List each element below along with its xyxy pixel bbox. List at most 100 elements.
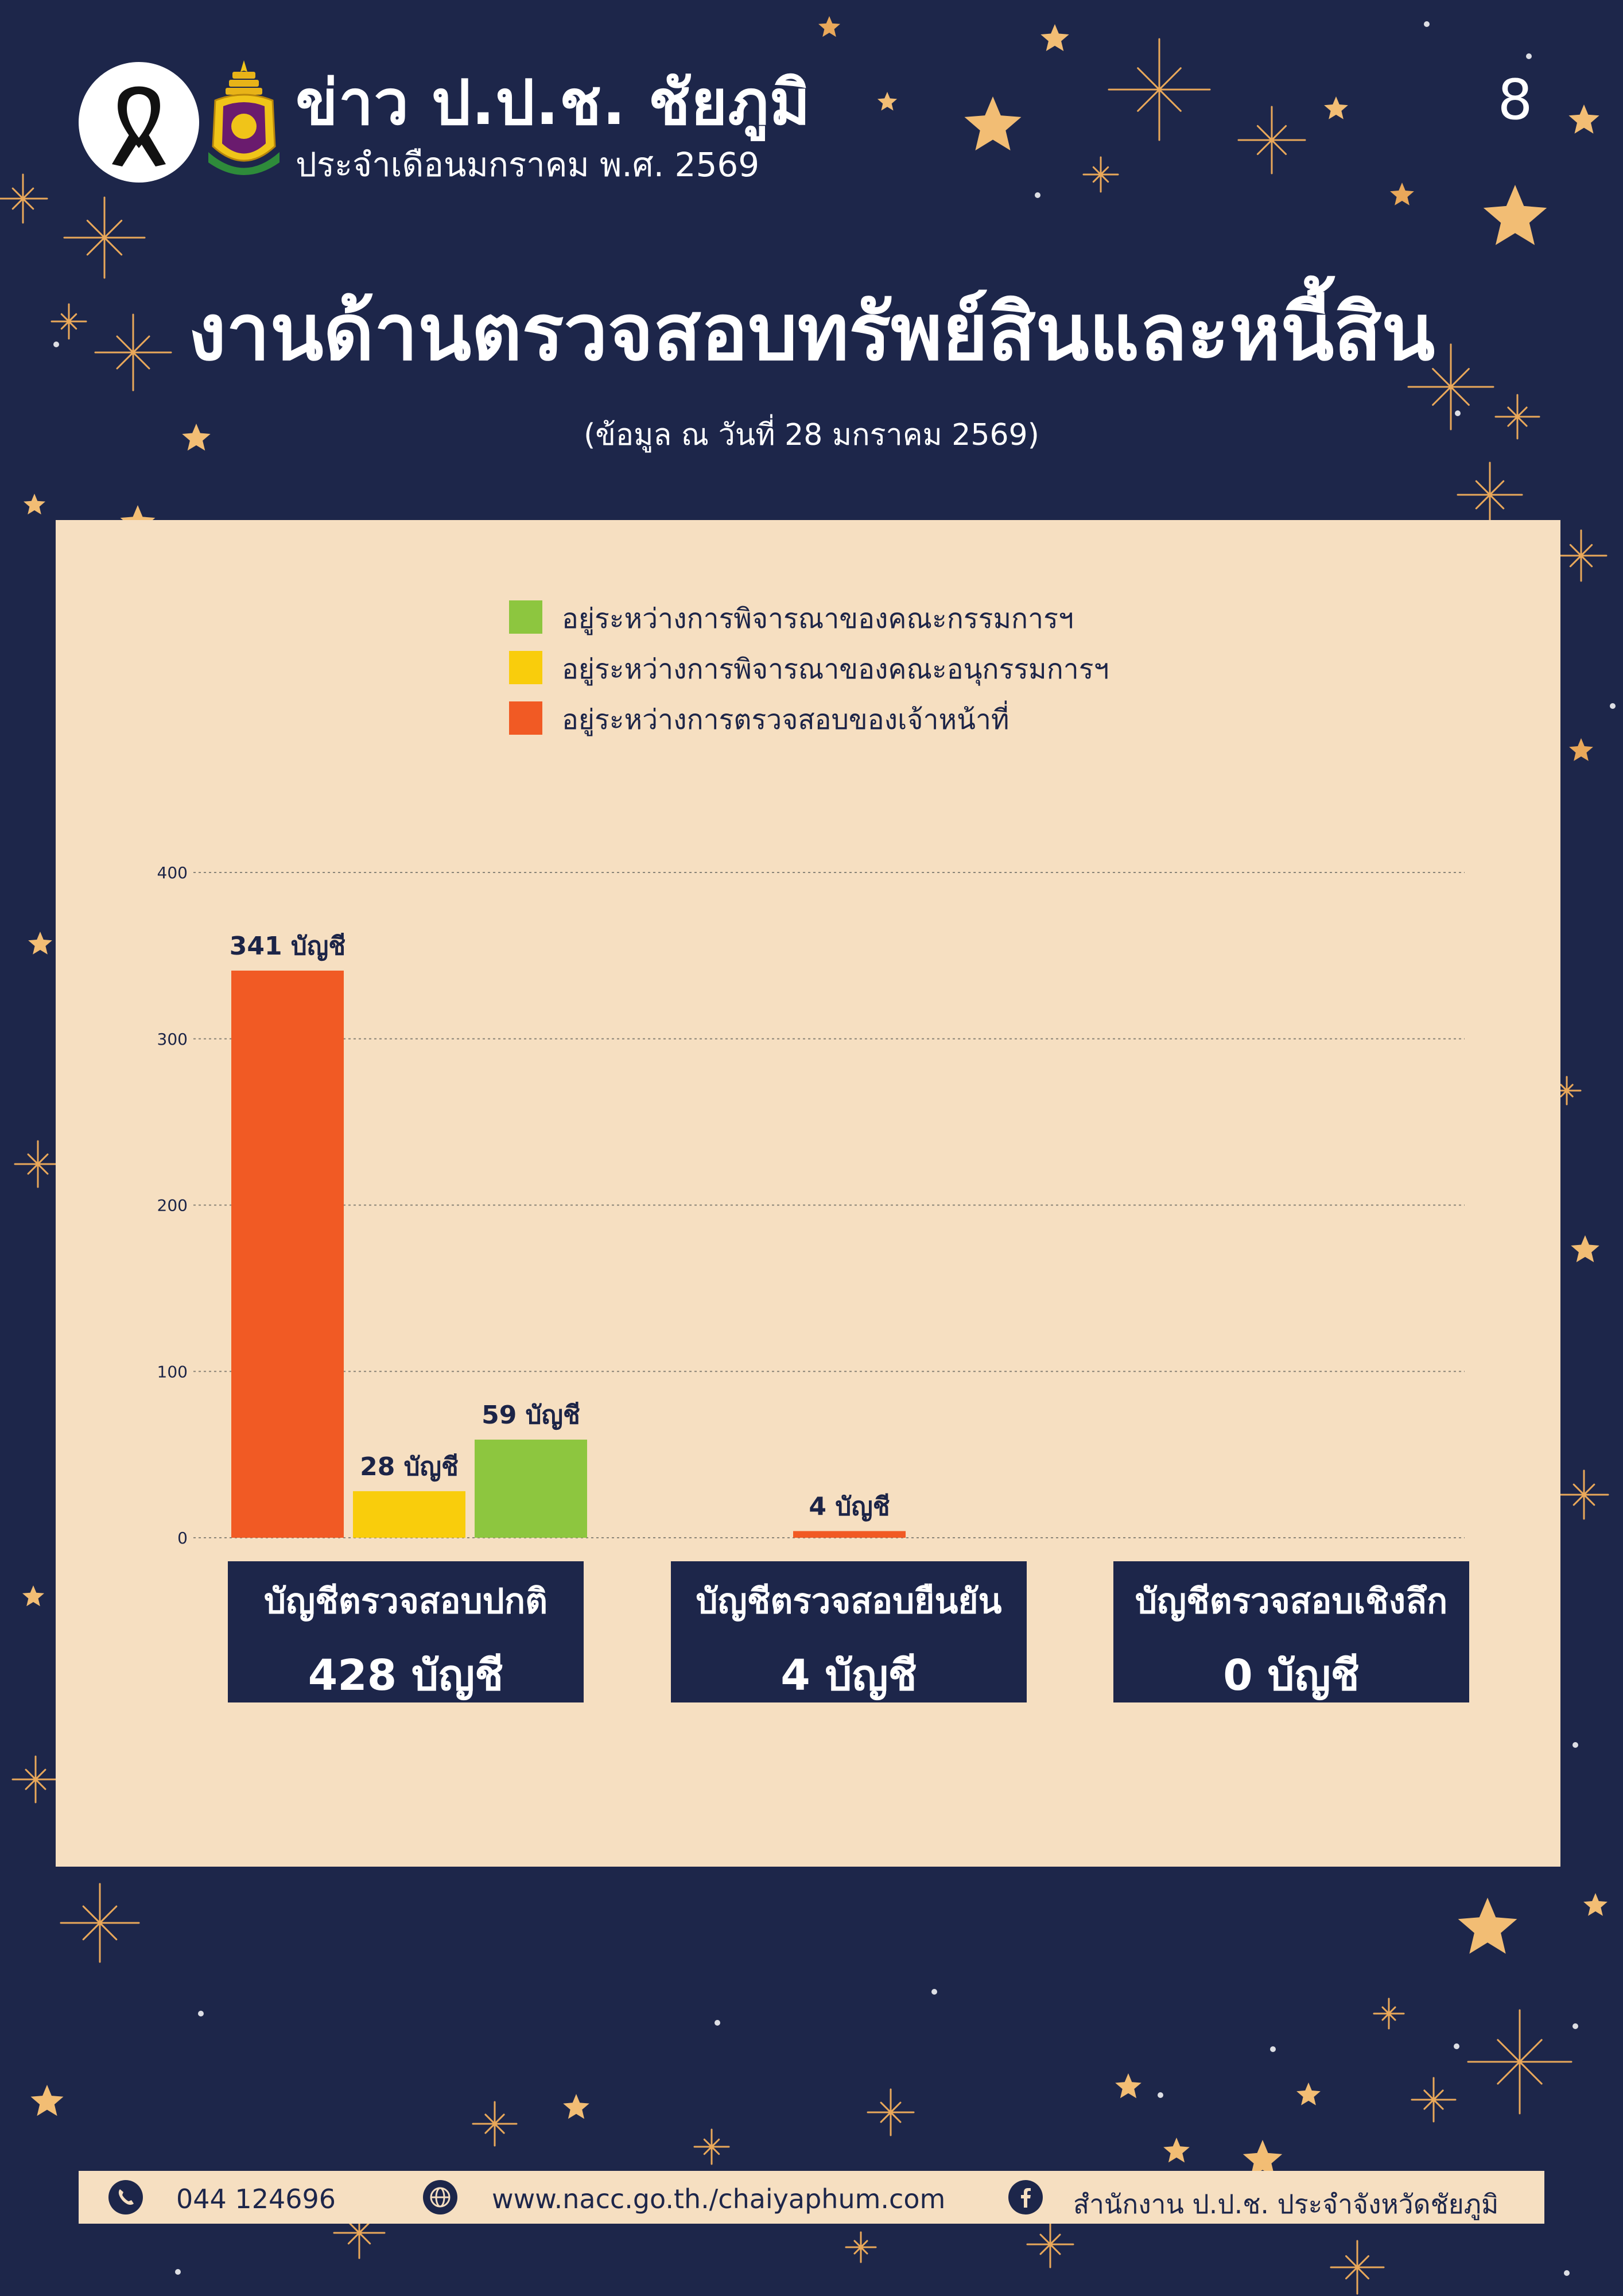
sparkle-decoration: [1330, 2240, 1385, 2295]
star-dot-decoration: [1526, 53, 1532, 59]
star-dot-decoration: [175, 2269, 181, 2275]
sparkle-decoration: [1237, 106, 1306, 174]
bar: [793, 1531, 906, 1538]
category-box-indepth: บัญชีตรวจสอบเชิงลึก 0 บัญชี: [1113, 1561, 1469, 1702]
star-decoration: [1390, 183, 1414, 205]
nacc-emblem-icon: [208, 60, 279, 175]
category-total: 0 บัญชี: [1223, 1651, 1360, 1700]
star-decoration: [1583, 1893, 1608, 1916]
sparkle-decoration: [693, 2128, 730, 2165]
star-decoration: [964, 96, 1022, 151]
star-dot-decoration: [931, 1989, 937, 1995]
star-decoration: [877, 92, 898, 111]
star-decoration: [1483, 185, 1547, 245]
star-decoration: [30, 2085, 64, 2116]
data-as-of-note: (ข้อมูล ณ วันที่ 28 มกราคม 2569): [584, 418, 1039, 452]
bar: [475, 1440, 587, 1538]
chart-panel: 0 100 200 300 400 341 บัญชี 28 บัญชี 59 บัญชี 4 …: [56, 520, 1560, 1867]
y-tick-label: 0: [177, 1529, 188, 1548]
header-subtitle: ประจำเดือนมกราคม พ.ศ. 2569: [296, 145, 760, 184]
globe-icon: [423, 2180, 457, 2214]
sparkle-decoration: [0, 173, 48, 224]
sparkle-decoration: [1373, 1998, 1405, 2030]
star-dot-decoration: [1572, 2023, 1578, 2029]
star-decoration: [1569, 738, 1593, 761]
star-dot-decoration: [198, 2011, 204, 2016]
star-decoration: [28, 932, 52, 955]
phone-icon: [108, 2180, 143, 2214]
category-box-regular: บัญชีตรวจสอบปกติ 428 บัญชี: [228, 1561, 584, 1702]
star-dot-decoration: [1035, 192, 1040, 198]
star-decoration: [1296, 2082, 1321, 2105]
mourning-ribbon-badge: [79, 62, 199, 183]
star-dot-decoration: [1158, 2092, 1163, 2098]
star-dot-decoration: [1610, 703, 1616, 709]
sparkle-decoration: [11, 1755, 60, 1804]
sparkle-decoration: [1559, 1469, 1609, 1520]
y-tick-label: 100: [157, 1362, 188, 1381]
bar-chart: 0 100 200 300 400 341 บัญชี 28 บัญชี 59 บัญชี 4 …: [157, 863, 1465, 1548]
bar: [353, 1491, 465, 1538]
bar-value-label: 28 บัญชี: [360, 1452, 459, 1481]
black-ribbon-icon: [112, 86, 166, 166]
sparkle-decoration: [14, 1140, 62, 1188]
legend-swatch-subcommittee: [509, 651, 542, 684]
page-title: งานด้านตรวจสอบทรัพย์สินและหนี้สิน: [188, 288, 1435, 378]
sparkle-decoration: [1407, 343, 1494, 430]
sparkle-decoration: [63, 196, 146, 279]
sparkle-decoration: [1555, 529, 1608, 582]
sparkle-decoration: [1457, 461, 1523, 528]
star-decoration: [1568, 104, 1599, 134]
star-decoration: [1458, 1898, 1517, 1954]
legend-label-subcommittee: อยู่ระหว่างการพิจารณาของคณะอนุกรรมการฯ: [562, 653, 1109, 685]
footer-website[interactable]: www.nacc.go.th./chaiyaphum.com: [492, 2183, 946, 2214]
category-total: 4 บัญชี: [781, 1651, 917, 1700]
star-decoration: [182, 424, 211, 451]
y-tick-label: 400: [157, 863, 188, 882]
star-decoration: [563, 2094, 589, 2119]
star-dot-decoration: [1564, 2270, 1570, 2276]
sparkle-decoration: [60, 1883, 140, 1963]
star-decoration: [818, 16, 840, 37]
sparkle-decoration: [867, 2088, 915, 2136]
sparkle-decoration: [51, 303, 87, 340]
star-decoration: [1163, 2138, 1190, 2163]
page-number: 8: [1497, 68, 1533, 132]
sparkle-decoration: [845, 2231, 877, 2263]
star-dot-decoration: [1424, 21, 1430, 27]
footer-phone: 044 124696: [176, 2183, 336, 2214]
sparkle-decoration: [94, 313, 172, 391]
y-tick-label: 200: [157, 1196, 188, 1215]
header-title: ข่าว ป.ป.ช. ชัยภูมิ: [296, 67, 811, 139]
star-decoration: [1243, 2140, 1283, 2178]
y-tick-label: 300: [157, 1030, 188, 1049]
footer-facebook[interactable]: สำนักงาน ป.ป.ช. ประจำจังหวัดชัยภูมิ: [1073, 2189, 1499, 2220]
star-decoration: [1115, 2073, 1141, 2099]
sparkle-decoration: [1411, 2077, 1457, 2123]
contact-footer: 044 124696 www.nacc.go.th./chaiyaphum.co…: [79, 2171, 1544, 2224]
star-dot-decoration: [53, 342, 59, 347]
facebook-icon: [1008, 2180, 1043, 2214]
star-decoration: [1324, 96, 1348, 119]
star-dot-decoration: [1270, 2046, 1276, 2052]
sparkle-decoration: [1082, 156, 1119, 193]
legend-label-officer: อยู่ระหว่างการตรวจสอบของเจ้าหน้าที่: [562, 704, 1009, 736]
star-decoration: [1571, 1235, 1599, 1262]
category-title: บัญชีตรวจสอบเชิงลึก: [1135, 1581, 1448, 1622]
category-title: บัญชีตรวจสอบปกติ: [263, 1581, 548, 1622]
star-dot-decoration: [715, 2020, 720, 2026]
sparkle-decoration: [1467, 2009, 1572, 2115]
sparkle-decoration: [1494, 394, 1540, 440]
star-dot-decoration: [1455, 410, 1461, 416]
category-title: บัญชีตรวจสอบยืนยัน: [696, 1581, 1002, 1622]
category-total: 428 บัญชี: [308, 1651, 504, 1700]
sparkle-decoration: [472, 2101, 518, 2147]
sparkle-decoration: [1026, 2220, 1074, 2268]
legend-swatch-officer: [509, 701, 542, 735]
star-dot-decoration: [1572, 1742, 1578, 1748]
bar: [231, 970, 344, 1538]
bar-value-label: 341 บัญชี: [230, 932, 345, 961]
star-decoration: [1040, 24, 1069, 51]
sparkle-decoration: [1108, 38, 1211, 141]
